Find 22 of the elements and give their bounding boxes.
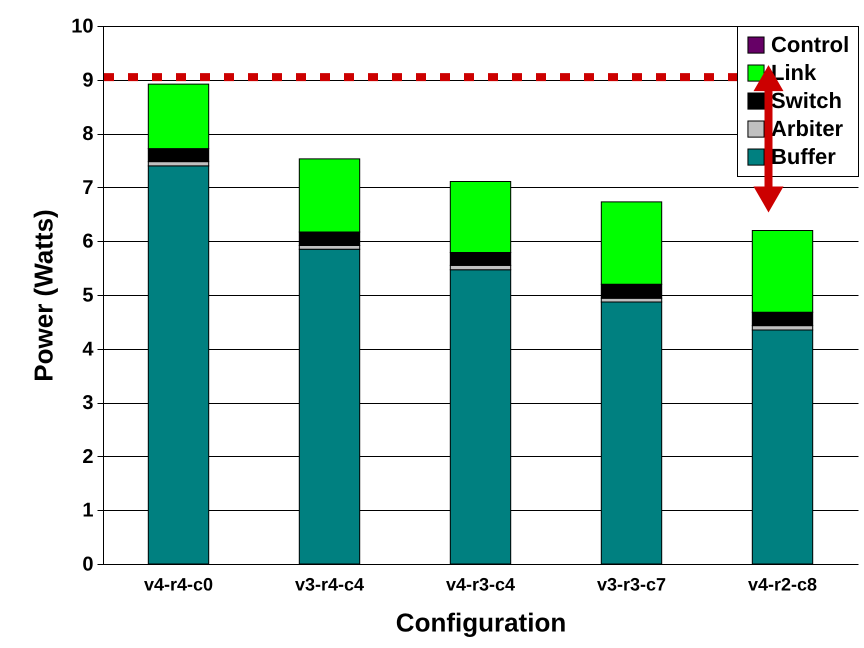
y-tick-label: 7: [82, 176, 94, 199]
y-tick-label: 9: [82, 69, 94, 92]
y-tick-label: 2: [82, 446, 94, 468]
x-axis-title: Configuration: [396, 608, 566, 638]
legend-label: Control: [771, 32, 850, 57]
y-tick-label: 4: [82, 338, 94, 360]
x-tick-label: v3-r4-c4: [294, 574, 364, 594]
y-tick-label: 6: [82, 230, 94, 253]
x-tick-label: v4-r2-c8: [748, 574, 818, 594]
y-tick-label: 8: [82, 123, 94, 146]
x-tick-label: v4-r3-c4: [446, 574, 516, 594]
y-tick-label: 0: [82, 554, 94, 576]
y-tick-label: 3: [82, 392, 94, 414]
legend-label: Arbiter: [771, 116, 844, 141]
legend-label: Switch: [771, 88, 842, 113]
x-tick-label: v3-r3-c7: [596, 574, 666, 594]
y-tick-label: 5: [82, 284, 94, 306]
y-tick-label: 10: [71, 16, 94, 38]
y-axis-title: Power (Watts): [28, 209, 58, 382]
x-tick-label: v4-r4-c0: [144, 574, 214, 594]
y-tick-label: 1: [82, 500, 94, 522]
legend-label: Buffer: [771, 144, 836, 169]
